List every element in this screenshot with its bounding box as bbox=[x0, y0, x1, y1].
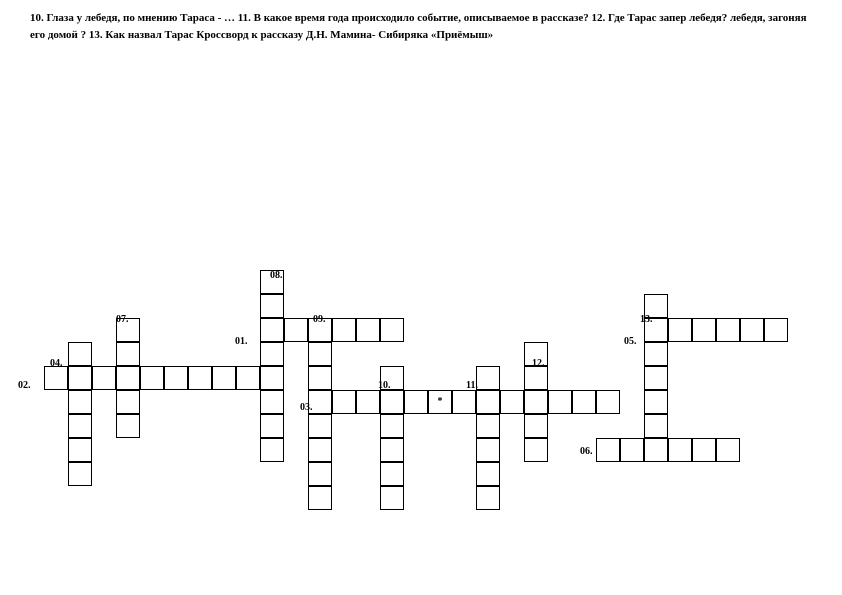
crossword-cell[interactable] bbox=[332, 318, 356, 342]
crossword-cell[interactable] bbox=[356, 390, 380, 414]
crossword-cell[interactable] bbox=[692, 438, 716, 462]
crossword-cell[interactable] bbox=[524, 414, 548, 438]
crossword-cell[interactable] bbox=[164, 366, 188, 390]
crossword-cell[interactable] bbox=[716, 438, 740, 462]
crossword-cell[interactable] bbox=[644, 414, 668, 438]
clue-label-11: 11. bbox=[466, 380, 478, 391]
crossword-cell[interactable] bbox=[524, 438, 548, 462]
crossword-cell[interactable] bbox=[644, 366, 668, 390]
crossword-cell[interactable] bbox=[380, 414, 404, 438]
crossword-cell[interactable] bbox=[596, 438, 620, 462]
crossword-cell[interactable] bbox=[380, 390, 404, 414]
crossword-cell[interactable] bbox=[68, 438, 92, 462]
crossword-cell[interactable] bbox=[260, 438, 284, 462]
crossword-cell[interactable] bbox=[716, 318, 740, 342]
crossword-cell[interactable] bbox=[284, 318, 308, 342]
clue-label-02: 02. bbox=[18, 380, 31, 391]
crossword-cell[interactable] bbox=[692, 318, 716, 342]
crossword-cell[interactable] bbox=[68, 414, 92, 438]
crossword-cell[interactable] bbox=[188, 366, 212, 390]
clue-label-01: 01. bbox=[235, 336, 248, 347]
crossword-cell[interactable] bbox=[308, 366, 332, 390]
crossword-cell[interactable] bbox=[68, 462, 92, 486]
crossword-cell[interactable] bbox=[668, 438, 692, 462]
crossword-cell[interactable] bbox=[596, 390, 620, 414]
crossword-cell[interactable] bbox=[260, 342, 284, 366]
crossword-cell[interactable] bbox=[476, 486, 500, 510]
crossword-cell[interactable] bbox=[308, 342, 332, 366]
crossword-cell[interactable] bbox=[500, 390, 524, 414]
crossword-cell[interactable] bbox=[68, 342, 92, 366]
crossword-cell[interactable] bbox=[260, 366, 284, 390]
clue-label-05: 05. bbox=[624, 336, 637, 347]
clue-label-12: 12. bbox=[532, 358, 545, 369]
crossword-cell[interactable] bbox=[68, 390, 92, 414]
asterisk-cell: * bbox=[428, 396, 452, 407]
crossword-cell[interactable] bbox=[140, 366, 164, 390]
clue-label-07: 07. bbox=[116, 314, 129, 325]
crossword-cell[interactable] bbox=[380, 486, 404, 510]
questions-text: 10. Глаза у лебедя, по мнению Тараса - …… bbox=[0, 0, 842, 53]
crossword-cell[interactable] bbox=[236, 366, 260, 390]
crossword-cell[interactable] bbox=[332, 390, 356, 414]
crossword-cell[interactable] bbox=[740, 318, 764, 342]
crossword-cell[interactable] bbox=[476, 414, 500, 438]
crossword-cell[interactable] bbox=[260, 414, 284, 438]
clue-label-13: 13. bbox=[640, 314, 653, 325]
crossword-cell[interactable] bbox=[380, 318, 404, 342]
crossword-cell[interactable] bbox=[644, 438, 668, 462]
clue-label-06: 06. bbox=[580, 446, 593, 457]
crossword-cell[interactable] bbox=[476, 390, 500, 414]
crossword-cell[interactable] bbox=[404, 390, 428, 414]
crossword-cell[interactable] bbox=[68, 366, 92, 390]
crossword-cell[interactable] bbox=[764, 318, 788, 342]
crossword-cell[interactable] bbox=[116, 414, 140, 438]
crossword-cell[interactable] bbox=[260, 318, 284, 342]
crossword-cell[interactable] bbox=[308, 414, 332, 438]
crossword-cell[interactable] bbox=[308, 438, 332, 462]
crossword-cell[interactable] bbox=[308, 462, 332, 486]
crossword-cell[interactable] bbox=[116, 366, 140, 390]
crossword-cell[interactable] bbox=[212, 366, 236, 390]
crossword-cell[interactable] bbox=[620, 438, 644, 462]
crossword-cell[interactable] bbox=[476, 462, 500, 486]
crossword-cell[interactable] bbox=[524, 390, 548, 414]
crossword-cell[interactable] bbox=[476, 366, 500, 390]
crossword-cell[interactable] bbox=[452, 390, 476, 414]
crossword-cell[interactable] bbox=[116, 342, 140, 366]
crossword-cell[interactable] bbox=[548, 390, 572, 414]
clue-label-10: 10. bbox=[378, 380, 391, 391]
crossword-cell[interactable] bbox=[668, 318, 692, 342]
crossword-cell[interactable] bbox=[476, 438, 500, 462]
crossword-cell[interactable] bbox=[524, 366, 548, 390]
crossword-cell[interactable] bbox=[380, 438, 404, 462]
crossword-cell[interactable] bbox=[644, 342, 668, 366]
crossword-cell[interactable] bbox=[380, 462, 404, 486]
clue-label-09: 09. bbox=[313, 314, 326, 325]
crossword-cell[interactable] bbox=[308, 486, 332, 510]
crossword-cell[interactable] bbox=[44, 366, 68, 390]
crossword-cell[interactable] bbox=[644, 390, 668, 414]
crossword-cell[interactable] bbox=[92, 366, 116, 390]
crossword-cell[interactable] bbox=[356, 318, 380, 342]
crossword-cell[interactable] bbox=[260, 294, 284, 318]
clue-label-04: 04. bbox=[50, 358, 63, 369]
crossword-cell[interactable] bbox=[572, 390, 596, 414]
clue-label-03: 03. bbox=[300, 402, 313, 413]
clue-label-08: 08. bbox=[270, 270, 283, 281]
crossword-cell[interactable] bbox=[116, 390, 140, 414]
crossword-cell[interactable] bbox=[260, 390, 284, 414]
